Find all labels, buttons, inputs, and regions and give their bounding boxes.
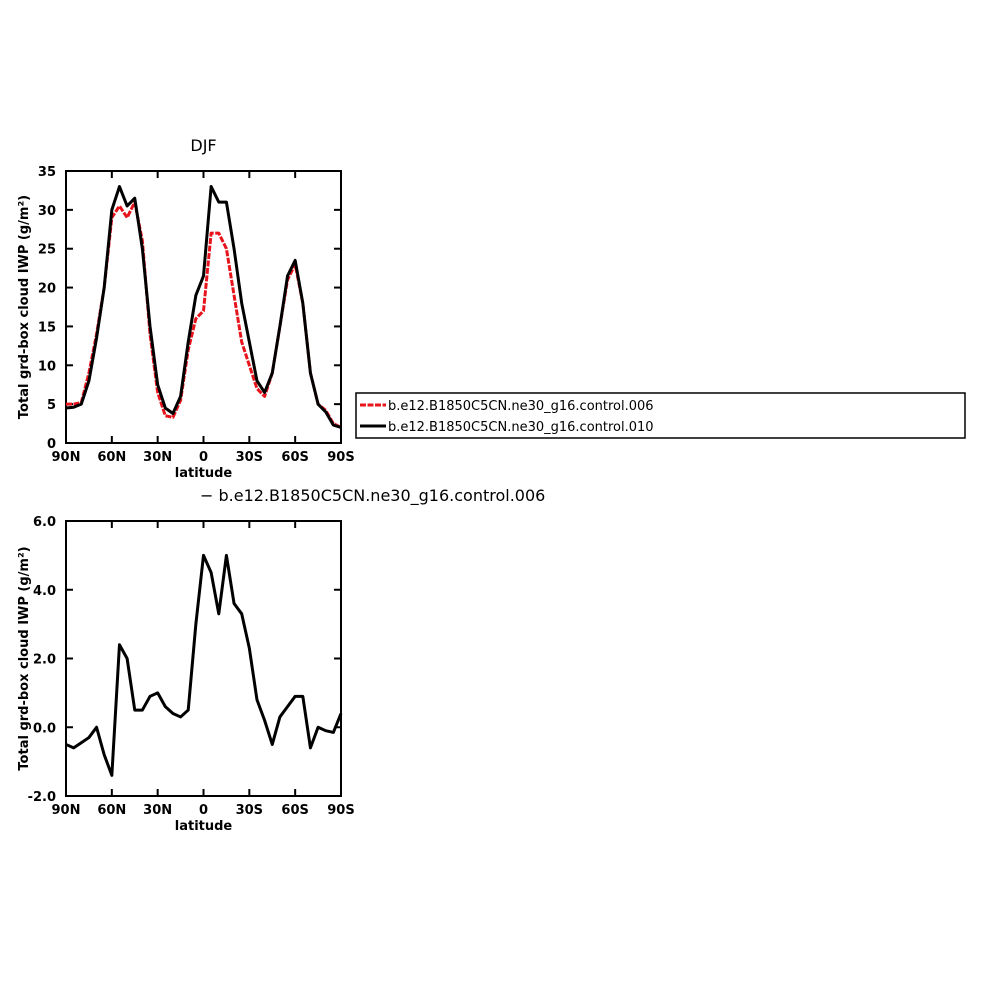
y-tick-label: -2.0 (28, 790, 56, 805)
y-tick-label: 30 (38, 204, 56, 219)
y-tick-label: 4.0 (33, 584, 56, 599)
x-axis-label: latitude (175, 466, 233, 481)
y-tick-label: 25 (38, 243, 56, 258)
x-tick-label: 90N (52, 450, 81, 465)
x-tick-label: 30S (236, 450, 263, 465)
x-tick-label: 60N (97, 803, 126, 818)
y-tick-label: 5 (47, 398, 56, 413)
x-tick-label: 0 (199, 803, 208, 818)
x-tick-label: 90N (52, 803, 81, 818)
y-tick-label: 10 (38, 359, 56, 374)
x-tick-label: 60S (281, 803, 308, 818)
legend-label: b.e12.B1850C5CN.ne30_g16.control.006 (388, 399, 654, 414)
y-axis-label: Total grd-box cloud IWP (g/m²) (17, 195, 32, 419)
data-line (65, 553, 343, 777)
data-line (65, 185, 342, 429)
y-tick-label: 35 (38, 165, 56, 180)
y-tick-label: 6.0 (33, 515, 56, 530)
chart-title: DJF (190, 136, 216, 155)
legend-label: b.e12.B1850C5CN.ne30_g16.control.010 (388, 420, 654, 435)
x-tick-label: 60S (281, 450, 308, 465)
plot-frame (65, 520, 342, 797)
x-tick-label: 0 (199, 450, 208, 465)
y-tick-label: 0 (47, 437, 56, 452)
x-tick-label: 90S (327, 450, 354, 465)
y-tick-label: 0.0 (33, 721, 56, 736)
x-tick-label: 30N (143, 450, 172, 465)
y-tick-label: 15 (38, 320, 56, 335)
x-tick-label: 30S (236, 803, 263, 818)
plot-frame (65, 170, 342, 444)
chart-title: − b.e12.B1850C5CN.ne30_g16.control.006 (200, 486, 545, 506)
x-tick-label: 60N (97, 450, 126, 465)
y-tick-label: 2.0 (33, 653, 56, 668)
y-tick-label: 20 (38, 282, 56, 297)
y-axis-label: Total grd-box cloud IWP (g/m²) (17, 546, 32, 770)
legend-box (355, 392, 966, 439)
x-axis-label: latitude (175, 819, 233, 834)
x-tick-label: 90S (327, 803, 354, 818)
x-tick-label: 30N (143, 803, 172, 818)
data-line (66, 200, 342, 429)
